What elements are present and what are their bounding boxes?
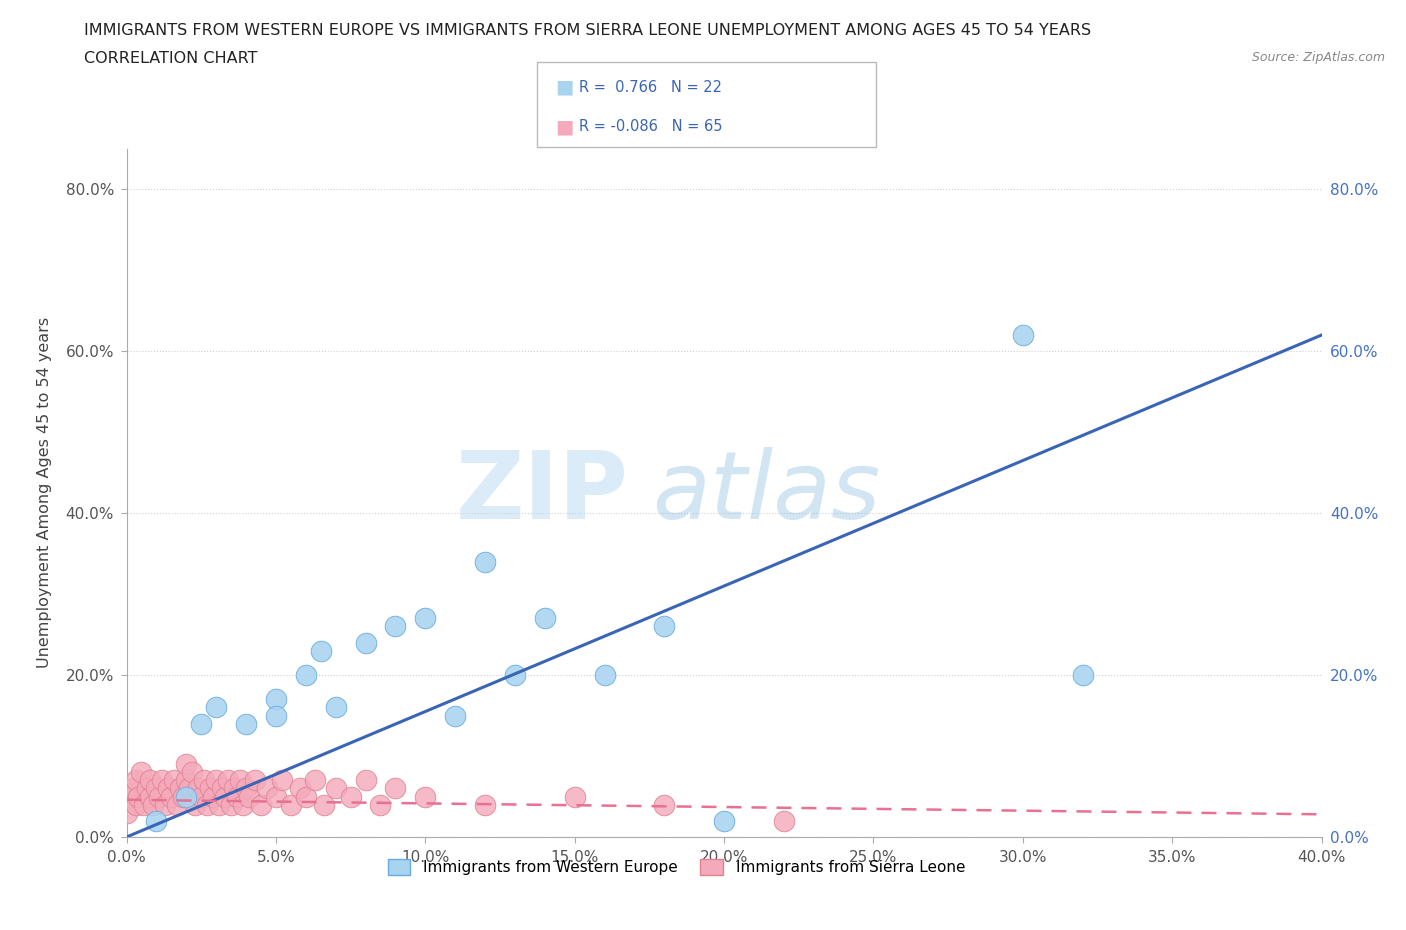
Point — [193, 773, 215, 788]
Point — [235, 716, 257, 731]
Point — [214, 789, 236, 804]
Point — [217, 773, 239, 788]
Point — [256, 781, 278, 796]
Point — [179, 781, 201, 796]
Point — [200, 781, 222, 796]
Point — [205, 700, 228, 715]
Point — [232, 797, 254, 812]
Point — [773, 814, 796, 829]
Point — [229, 773, 252, 788]
Point — [534, 611, 557, 626]
Point — [294, 789, 316, 804]
Point — [219, 797, 242, 812]
Point — [226, 789, 249, 804]
Text: ZIP: ZIP — [456, 447, 628, 538]
Point — [136, 781, 159, 796]
Point — [288, 781, 311, 796]
Text: atlas: atlas — [652, 447, 880, 538]
Point — [304, 773, 326, 788]
Point — [202, 789, 225, 804]
Point — [131, 764, 153, 779]
Point — [243, 773, 266, 788]
Point — [222, 781, 246, 796]
Point — [187, 781, 209, 796]
Point — [503, 668, 526, 683]
Text: ■: ■ — [555, 117, 574, 137]
Point — [208, 797, 231, 812]
Text: R = -0.086   N = 65: R = -0.086 N = 65 — [579, 119, 723, 134]
Point — [238, 789, 260, 804]
Point — [174, 773, 197, 788]
Point — [190, 789, 212, 804]
Point — [474, 797, 496, 812]
Text: R =  0.766   N = 22: R = 0.766 N = 22 — [579, 80, 723, 95]
Point — [163, 773, 186, 788]
Point — [115, 805, 138, 820]
Point — [713, 814, 735, 829]
Point — [309, 644, 332, 658]
Point — [174, 789, 197, 804]
Point — [169, 781, 191, 796]
Point — [172, 789, 194, 804]
Point — [1011, 327, 1033, 342]
Point — [354, 773, 377, 788]
Point — [325, 781, 347, 796]
Point — [190, 716, 212, 731]
Point — [139, 789, 162, 804]
Point — [415, 611, 437, 626]
Y-axis label: Unemployment Among Ages 45 to 54 years: Unemployment Among Ages 45 to 54 years — [37, 317, 52, 669]
Point — [181, 764, 204, 779]
Point — [195, 797, 218, 812]
Point — [280, 797, 302, 812]
Point — [250, 797, 273, 812]
Point — [354, 635, 377, 650]
Point — [294, 668, 316, 683]
Point — [264, 789, 287, 804]
Point — [142, 797, 165, 812]
Point — [264, 692, 287, 707]
Point — [148, 789, 170, 804]
Point — [160, 789, 183, 804]
Point — [652, 619, 675, 634]
Point — [166, 797, 188, 812]
Text: Source: ZipAtlas.com: Source: ZipAtlas.com — [1251, 51, 1385, 64]
Point — [444, 708, 467, 723]
Point — [145, 781, 167, 796]
Point — [184, 797, 207, 812]
Point — [127, 789, 149, 804]
Point — [564, 789, 586, 804]
Point — [325, 700, 347, 715]
Text: IMMIGRANTS FROM WESTERN EUROPE VS IMMIGRANTS FROM SIERRA LEONE UNEMPLOYMENT AMON: IMMIGRANTS FROM WESTERN EUROPE VS IMMIGR… — [84, 23, 1091, 38]
Point — [312, 797, 335, 812]
Point — [174, 757, 197, 772]
Point — [235, 781, 257, 796]
Point — [145, 814, 167, 829]
Point — [155, 797, 177, 812]
Point — [139, 773, 162, 788]
Point — [124, 773, 146, 788]
Legend: Immigrants from Western Europe, Immigrants from Sierra Leone: Immigrants from Western Europe, Immigran… — [381, 853, 972, 881]
Point — [205, 773, 228, 788]
Text: CORRELATION CHART: CORRELATION CHART — [84, 51, 257, 66]
Text: ■: ■ — [555, 78, 574, 97]
Point — [264, 708, 287, 723]
Point — [134, 797, 156, 812]
Point — [474, 554, 496, 569]
Point — [1071, 668, 1094, 683]
Point — [157, 781, 180, 796]
Point — [415, 789, 437, 804]
Point — [270, 773, 294, 788]
Point — [211, 781, 233, 796]
Point — [384, 619, 406, 634]
Point — [121, 781, 143, 796]
Point — [384, 781, 406, 796]
Point — [124, 797, 146, 812]
Point — [652, 797, 675, 812]
Point — [370, 797, 392, 812]
Point — [339, 789, 361, 804]
Point — [118, 789, 141, 804]
Point — [152, 773, 174, 788]
Point — [593, 668, 616, 683]
